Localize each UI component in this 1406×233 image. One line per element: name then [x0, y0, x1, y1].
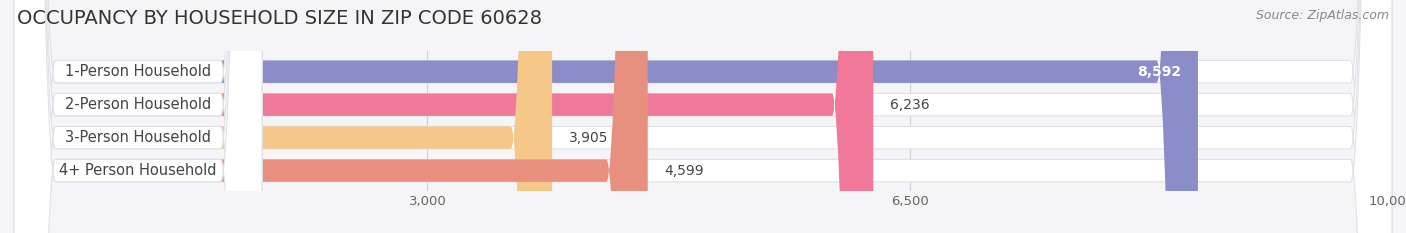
FancyBboxPatch shape [14, 0, 1392, 233]
Text: 8,592: 8,592 [1137, 65, 1181, 79]
FancyBboxPatch shape [14, 0, 1392, 233]
Text: 6,236: 6,236 [890, 98, 929, 112]
FancyBboxPatch shape [14, 0, 1392, 233]
FancyBboxPatch shape [14, 0, 262, 233]
Text: 4+ Person Household: 4+ Person Household [59, 163, 217, 178]
Text: 1-Person Household: 1-Person Household [65, 64, 211, 79]
FancyBboxPatch shape [14, 0, 553, 233]
FancyBboxPatch shape [14, 0, 648, 233]
FancyBboxPatch shape [14, 0, 873, 233]
FancyBboxPatch shape [14, 0, 1392, 233]
FancyBboxPatch shape [14, 0, 262, 233]
Text: 2-Person Household: 2-Person Household [65, 97, 211, 112]
Text: OCCUPANCY BY HOUSEHOLD SIZE IN ZIP CODE 60628: OCCUPANCY BY HOUSEHOLD SIZE IN ZIP CODE … [17, 9, 541, 28]
FancyBboxPatch shape [14, 0, 1198, 233]
Text: 3,905: 3,905 [568, 131, 609, 145]
Text: 3-Person Household: 3-Person Household [65, 130, 211, 145]
Text: 4,599: 4,599 [664, 164, 704, 178]
FancyBboxPatch shape [14, 0, 262, 233]
FancyBboxPatch shape [14, 0, 262, 233]
Text: Source: ZipAtlas.com: Source: ZipAtlas.com [1256, 9, 1389, 22]
